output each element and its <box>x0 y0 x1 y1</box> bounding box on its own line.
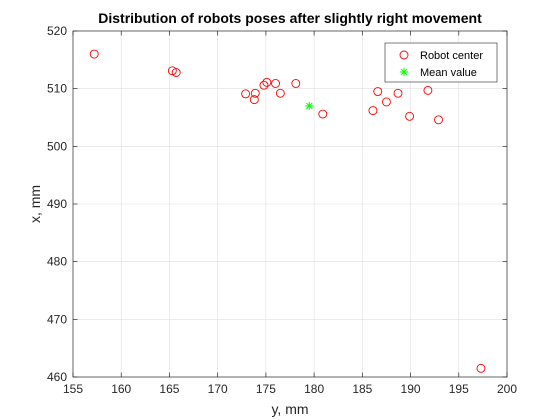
legend-asterisk-icon <box>399 67 409 77</box>
data-point-mean-value <box>305 101 314 111</box>
data-point-robot-center <box>318 109 328 119</box>
data-point-robot-center <box>275 88 285 98</box>
legend-label-mean-value: Mean value <box>420 67 477 79</box>
x-tick-label: 165 <box>159 382 179 396</box>
data-point-robot-center <box>250 88 260 98</box>
y-tick-label: 510 <box>47 82 67 96</box>
chart-title: Distribution of robots poses after sligh… <box>98 10 482 26</box>
x-tick-label: 155 <box>63 382 83 396</box>
data-point-robot-center <box>241 89 251 99</box>
data-point-robot-center <box>291 79 301 88</box>
tick-marks <box>72 30 508 378</box>
x-tick-label: 180 <box>304 382 324 396</box>
x-tick-label: 160 <box>111 382 131 396</box>
data-point-robot-center <box>262 77 272 87</box>
y-tick-label: 480 <box>47 255 67 269</box>
x-tick-label: 185 <box>352 382 372 396</box>
x-tick-label: 170 <box>208 382 228 396</box>
data-point-robot-center <box>405 111 415 121</box>
x-axis-label: y, mm <box>271 401 308 417</box>
x-tick-label: 195 <box>449 382 469 396</box>
data-point-robot-center <box>373 87 383 97</box>
y-tick-label: 470 <box>47 312 67 326</box>
data-point-robot-center <box>167 66 177 76</box>
data-markers <box>89 49 486 373</box>
legend: Robot center Mean value <box>384 42 498 83</box>
x-tick-label: 200 <box>497 382 517 396</box>
data-point-robot-center <box>171 68 181 77</box>
data-point-robot-center <box>368 106 378 116</box>
y-axis-label: x, mm <box>27 185 43 223</box>
legend-marker-robot-center <box>399 50 409 60</box>
legend-label-robot-center: Robot center <box>420 50 483 62</box>
data-point-robot-center <box>381 97 391 107</box>
x-tick-label: 175 <box>256 382 276 396</box>
y-tick-label: 460 <box>47 370 67 384</box>
tick-labels: 155 160 165 170 175 180 185 190 195 200 460 470 480 4… <box>47 24 517 396</box>
x-tick-label: 190 <box>401 382 421 396</box>
data-point-robot-center <box>393 88 403 98</box>
data-point-robot-center <box>249 95 259 105</box>
data-point-robot-center <box>434 115 443 125</box>
legend-circle-icon <box>399 50 409 60</box>
y-tick-label: 490 <box>47 197 67 211</box>
y-tick-label: 520 <box>47 24 67 38</box>
y-tick-label: 500 <box>47 139 67 153</box>
data-point-robot-center <box>259 80 269 90</box>
data-point-robot-center <box>476 363 486 373</box>
grid <box>73 31 507 377</box>
data-point-robot-center <box>423 85 433 95</box>
data-point-robot-center <box>89 49 99 59</box>
legend-marker-mean-value <box>399 67 409 77</box>
data-point-robot-center <box>271 79 280 88</box>
